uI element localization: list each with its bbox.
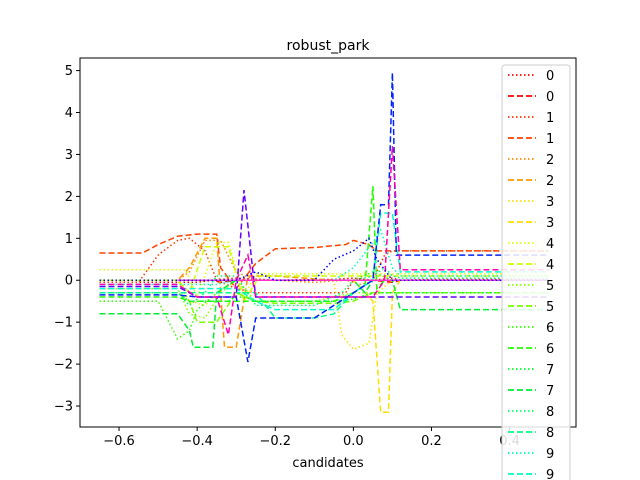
legend-label: 5: [546, 300, 554, 315]
y-tick-label: 3: [65, 148, 73, 163]
series-line-14: [99, 292, 549, 302]
series-line-15: [99, 279, 549, 349]
legend-label: 3: [546, 216, 554, 231]
plot-area: [79, 57, 577, 428]
x-axis-label: candidates: [292, 456, 364, 471]
series-line-3: [99, 233, 549, 290]
series-line-20: [99, 72, 549, 363]
x-tick-label: −0.6: [103, 434, 135, 449]
y-tick-label: 1: [65, 232, 73, 247]
x-tick-label: −0.2: [259, 434, 291, 449]
y-tick-label: 5: [65, 64, 73, 79]
series-line-11: [99, 291, 549, 323]
series-line-5: [99, 237, 549, 349]
series-line-0: [99, 277, 549, 284]
legend-label: 8: [546, 426, 554, 441]
legend-label: 0: [546, 69, 554, 84]
series-line-16: [99, 266, 549, 307]
legend-label: 1: [546, 132, 554, 147]
chart-title: robust_park: [287, 38, 371, 54]
y-axis: −3 −2 −1 0 1 2 3 4 5: [54, 64, 80, 415]
series-line-22: [99, 146, 549, 336]
series-line-4: [99, 239, 549, 286]
y-tick-label: 4: [65, 106, 73, 121]
series-line-7: [99, 279, 549, 414]
x-tick-label: −0.4: [181, 434, 213, 449]
legend-label: 9: [546, 468, 554, 480]
legend-label: 4: [546, 258, 554, 273]
series-line-8: [99, 241, 549, 300]
x-tick-label: 0.0: [343, 434, 364, 449]
legend-label: 1: [546, 111, 554, 126]
legend-label: 2: [546, 174, 554, 189]
y-tick-label: 2: [65, 190, 73, 205]
y-tick-label: −2: [54, 358, 73, 373]
legend-label: 2: [546, 153, 554, 168]
legend-label: 8: [546, 405, 554, 420]
y-tick-label: −3: [54, 400, 73, 415]
legend-box: [501, 64, 571, 480]
legend: 0 0 1 1 2 2 3 3 4 4 5 5 6 6 7 7 8 8 9 9: [501, 64, 571, 480]
series-line-17: [99, 279, 549, 319]
x-tick-label: 0.2: [421, 434, 442, 449]
series-line-10: [99, 279, 549, 319]
plot-frame: [79, 57, 577, 428]
legend-label: 3: [546, 195, 554, 210]
series-line-6: [99, 279, 549, 351]
legend-label: 9: [546, 447, 554, 462]
series-line-9: [99, 245, 549, 304]
y-tick-label: 0: [65, 274, 73, 289]
x-axis: −0.6−0.4−0.20.00.20.4: [103, 427, 520, 449]
legend-label: 7: [546, 384, 554, 399]
series-line-18: [99, 228, 549, 286]
legend-label: 7: [546, 363, 554, 378]
legend-label: 4: [546, 237, 554, 252]
legend-label: 6: [546, 342, 554, 357]
y-tick-label: −1: [54, 316, 73, 331]
legend-label: 6: [546, 321, 554, 336]
legend-label: 5: [546, 279, 554, 294]
legend-label: 0: [546, 90, 554, 105]
